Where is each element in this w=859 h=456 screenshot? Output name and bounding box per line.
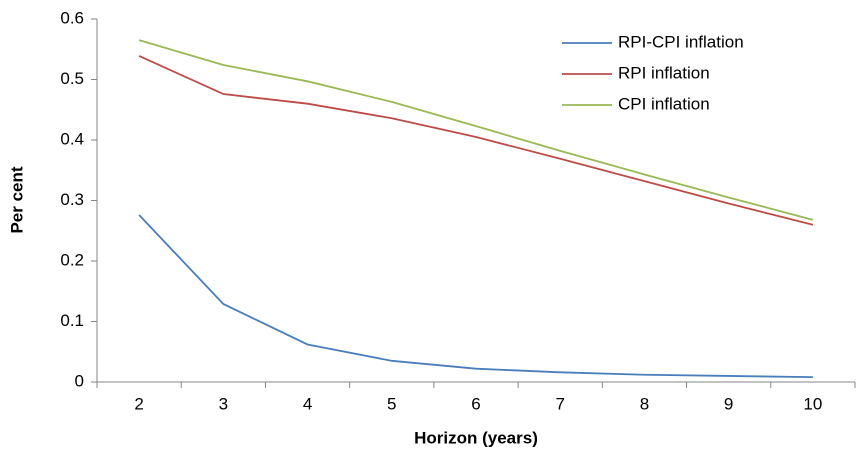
y-tick-label: 0.4 bbox=[60, 129, 84, 148]
legend-label: RPI inflation bbox=[618, 63, 710, 82]
y-tick-label: 0.1 bbox=[60, 311, 84, 330]
legend-label: CPI inflation bbox=[618, 94, 710, 113]
x-axis-title: Horizon (years) bbox=[414, 428, 538, 447]
y-tick-label: 0.2 bbox=[60, 250, 84, 269]
y-tick-label: 0 bbox=[75, 371, 84, 390]
series-line bbox=[138, 39, 814, 221]
x-tick-label: 4 bbox=[303, 394, 312, 413]
y-tick-label: 0.5 bbox=[60, 69, 84, 88]
y-tick-label: 0.3 bbox=[60, 190, 84, 209]
x-tick-label: 9 bbox=[724, 394, 733, 413]
y-axis-title: Per cent bbox=[7, 166, 26, 233]
x-tick-label: 5 bbox=[387, 394, 396, 413]
x-tick-label: 2 bbox=[134, 394, 143, 413]
x-tick-label: 7 bbox=[555, 394, 564, 413]
series-line bbox=[138, 55, 814, 226]
x-tick-label: 10 bbox=[803, 394, 822, 413]
x-tick-label: 3 bbox=[219, 394, 228, 413]
legend-label: RPI-CPI inflation bbox=[618, 32, 744, 51]
x-tick-label: 8 bbox=[640, 394, 649, 413]
y-tick-label: 0.6 bbox=[60, 8, 84, 27]
x-tick-label: 6 bbox=[471, 394, 480, 413]
series-line bbox=[138, 214, 813, 379]
